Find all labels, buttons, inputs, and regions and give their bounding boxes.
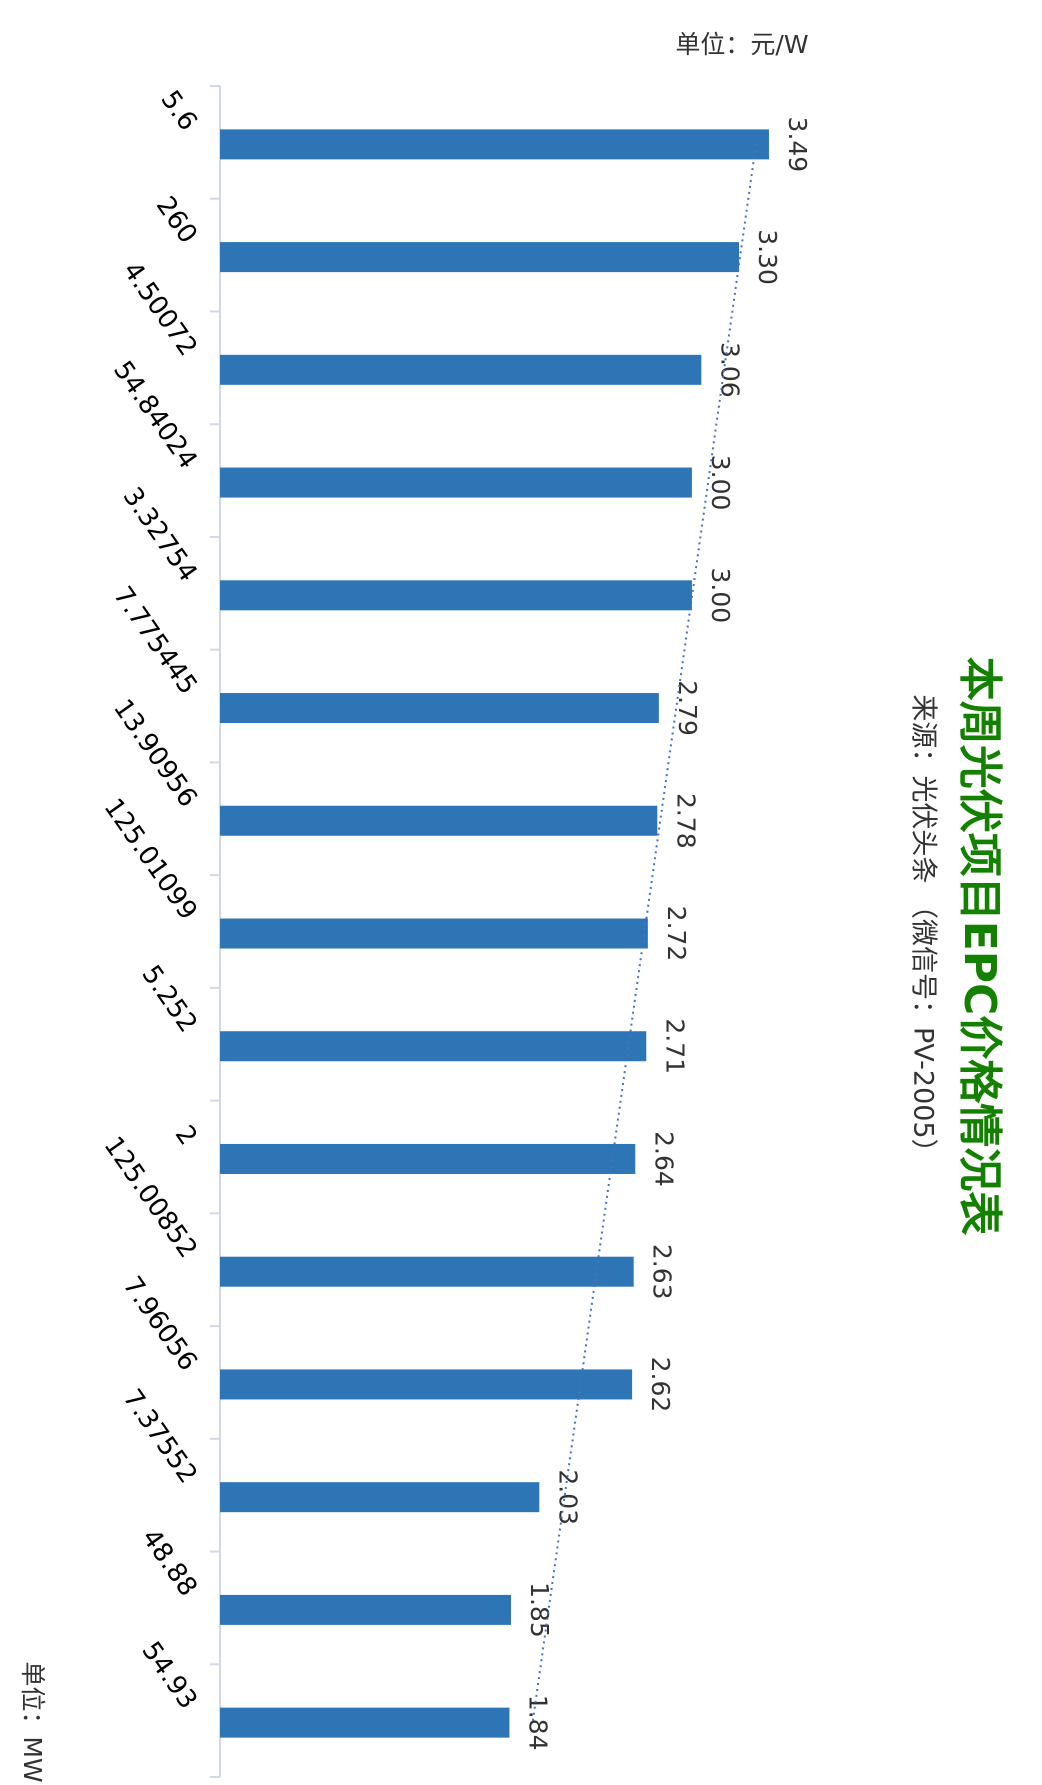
value-label: 2.71 [660,1018,689,1074]
category-label: 54.93 [136,1636,203,1714]
bar [220,1707,510,1738]
value-label: 2.78 [671,793,700,849]
bar [220,1143,636,1174]
category-label: 7.775445 [107,581,203,700]
bar [220,580,692,611]
value-label: 2.03 [553,1469,582,1525]
bar [220,1256,634,1287]
bar [220,242,740,273]
category-label: 3.32754 [117,482,203,587]
category-label: 48.88 [136,1524,203,1602]
value-label: 1.84 [523,1695,552,1751]
chart-title: 本周光伏项目EPC价格情况表 [954,656,1005,1236]
category-label: 260 [150,191,203,249]
bar [220,354,702,385]
bar [220,918,648,949]
value-label: 2.79 [673,680,702,736]
bar [220,805,658,836]
category-label: 4.50072 [117,257,203,362]
value-label: 2.62 [646,1357,675,1413]
value-label: 2.64 [649,1131,678,1187]
value-label: 2.72 [662,906,691,962]
value-label: 3.30 [753,229,782,285]
category-label: 54.84024 [107,356,203,475]
chart-subtitle: 来源：光伏头条 （微信号：PV-2005） [907,694,939,1166]
value-label: 3.00 [706,567,735,623]
category-label: 125.01099 [98,793,203,925]
bar [220,129,769,160]
bar [220,467,692,498]
value-unit-label: 单位：元/W [675,30,809,59]
bar [220,1369,633,1400]
value-label: 3.06 [715,342,744,398]
category-label: 2 [169,1120,203,1151]
value-label: 1.85 [525,1582,554,1638]
bar [220,1594,512,1625]
category-unit-label: 单位：MW [18,1661,47,1783]
trendline [531,144,757,1723]
category-label: 5.252 [136,960,203,1038]
category-label: 7.96056 [117,1271,203,1376]
bar [220,693,659,724]
bar [220,1031,647,1062]
value-label: 3.49 [783,117,812,173]
category-label: 5.6 [155,85,203,136]
value-label: 2.63 [648,1244,677,1300]
value-label: 3.00 [706,455,735,511]
category-label: 125.00852 [98,1131,203,1263]
category-label: 7.37552 [117,1384,203,1489]
bar [220,1482,540,1513]
